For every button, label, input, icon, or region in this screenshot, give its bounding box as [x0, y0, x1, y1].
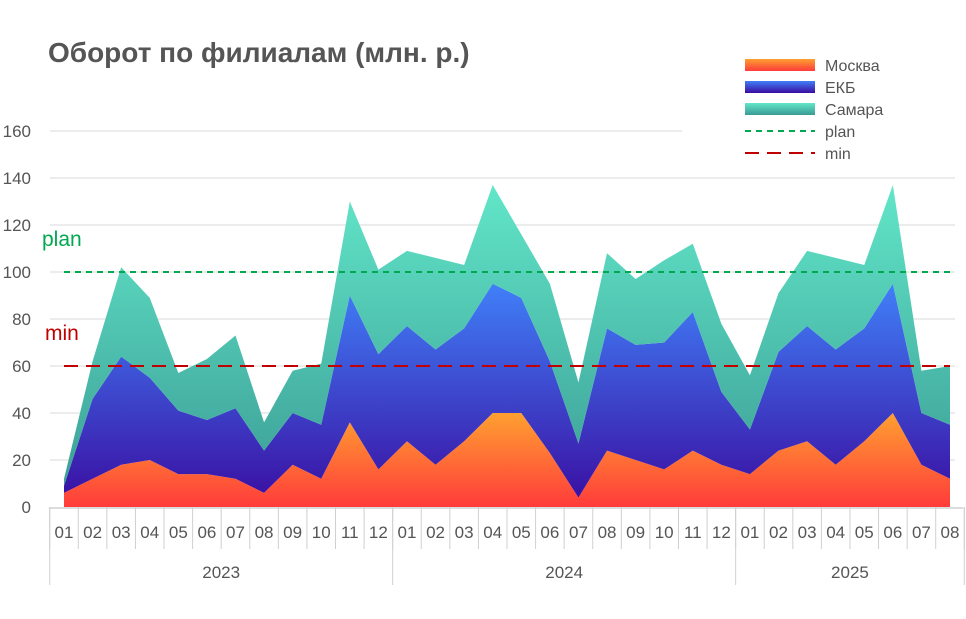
- x-tick-label: 07: [569, 523, 588, 542]
- y-tick-label: 0: [22, 498, 31, 517]
- x-tick-label: 09: [283, 523, 302, 542]
- x-tick-label: 04: [483, 523, 502, 542]
- x-tick-label: 07: [226, 523, 245, 542]
- area-samara: [64, 185, 950, 486]
- y-tick-label: 160: [3, 122, 31, 141]
- x-tick-label: 12: [712, 523, 731, 542]
- x-tick-label: 12: [369, 523, 388, 542]
- reference-label-min: min: [45, 322, 79, 345]
- y-tick-label: 80: [12, 310, 31, 329]
- x-group-label: 2025: [831, 563, 869, 582]
- x-tick-label: 01: [740, 523, 759, 542]
- legend-label: min: [825, 146, 851, 163]
- x-tick-label: 02: [769, 523, 788, 542]
- x-tick-label: 11: [684, 523, 702, 542]
- x-tick-label: 01: [55, 523, 74, 542]
- y-tick-label: 120: [3, 216, 31, 235]
- y-tick-label: 20: [12, 451, 31, 470]
- y-tick-label: 60: [12, 357, 31, 376]
- x-tick-label: 08: [941, 523, 960, 542]
- x-tick-label: 11: [341, 523, 359, 542]
- x-tick-label: 05: [512, 523, 531, 542]
- y-tick-label: 100: [3, 263, 31, 282]
- x-axis: 01 02 03 04 05 06 07 08 09 10 11 12 01 02 03 04 05 06 07 08…: [49, 507, 965, 585]
- series-areas: [64, 185, 950, 507]
- legend: Москва ЕКБ Самара plan min: [745, 58, 883, 163]
- x-tick-label: 10: [312, 523, 331, 542]
- x-tick-label: 06: [883, 523, 902, 542]
- x-tick-label: 05: [169, 523, 188, 542]
- legend-swatch: [745, 103, 815, 115]
- area-moskva: [64, 413, 950, 507]
- x-tick-label: 08: [598, 523, 617, 542]
- area-ekb: [64, 283, 950, 498]
- x-tick-label: 03: [455, 523, 474, 542]
- x-tick-label: 02: [426, 523, 445, 542]
- x-tick-label: 08: [255, 523, 274, 542]
- chart-title: Оборот по филиалам (млн. р.): [48, 37, 470, 68]
- legend-swatch: [745, 59, 815, 71]
- x-tick-label: 03: [112, 523, 131, 542]
- legend-label: plan: [825, 124, 855, 141]
- x-tick-label: 04: [140, 523, 159, 542]
- reference-label-plan: plan: [42, 228, 82, 251]
- x-tick-label: 06: [540, 523, 559, 542]
- legend-label: Москва: [825, 58, 880, 75]
- legend-swatch: [745, 81, 815, 93]
- y-tick-label: 40: [12, 404, 31, 423]
- y-axis: 0 20 40 60 80 100 120 140 160: [3, 122, 31, 517]
- reference-lines: plan min: [42, 228, 950, 367]
- x-group-label: 2023: [202, 563, 240, 582]
- x-tick-label: 01: [398, 523, 417, 542]
- x-tick-label: 02: [83, 523, 102, 542]
- x-tick-label: 10: [655, 523, 674, 542]
- y-tick-label: 140: [3, 169, 31, 188]
- x-group-label: 2024: [545, 563, 583, 582]
- x-tick-label: 05: [855, 523, 874, 542]
- legend-label: ЕКБ: [825, 80, 856, 97]
- x-tick-label: 04: [826, 523, 845, 542]
- legend-label: Самара: [825, 102, 883, 119]
- x-tick-label: 07: [912, 523, 931, 542]
- x-tick-label: 03: [798, 523, 817, 542]
- x-tick-label: 06: [197, 523, 216, 542]
- x-tick-label: 09: [626, 523, 645, 542]
